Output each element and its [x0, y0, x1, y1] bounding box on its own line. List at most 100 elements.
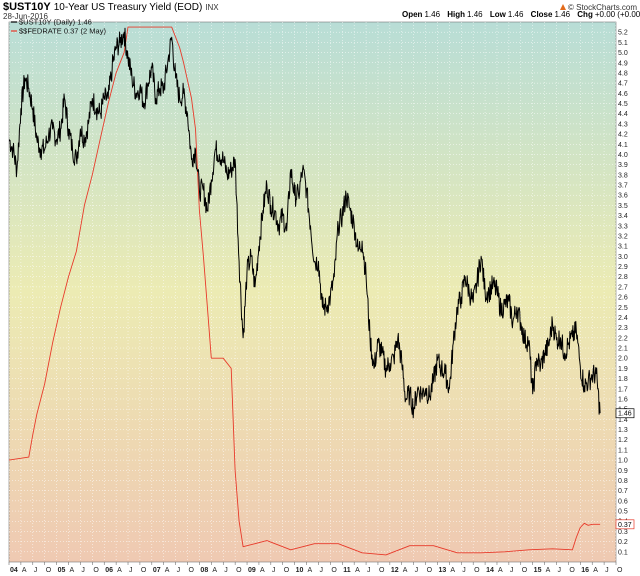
y-tick-label: 4.7: [618, 81, 628, 88]
y-tick-label: 3.0: [618, 254, 628, 261]
x-tick-label: 12: [391, 567, 399, 574]
y-tick-label: 1.2: [618, 437, 628, 444]
y-tick-label: 1.1: [618, 447, 628, 454]
x-tick-label: 13: [438, 567, 446, 574]
legend-item-fedrate: $$FEDRATE 0.37 (2 May): [19, 27, 106, 36]
last-value-tag: [615, 519, 635, 530]
y-tick-label: 3.5: [618, 203, 628, 210]
x-tick-label: 07: [153, 567, 161, 574]
y-tick-label: 4.2: [618, 132, 628, 139]
x-tick-label: O: [569, 567, 575, 574]
x-tick-label: A: [355, 567, 360, 574]
chart-title: $UST10Y 10-Year US Treasury Yield (EOD) IN…: [3, 1, 219, 13]
ust10y-series: [9, 27, 601, 419]
x-tick-label: A: [260, 567, 265, 574]
x-axis: 04 A J O 05 A J O 06 A J O 07 A J O 08 A J O 09 A J O 10 A J O 11 A J O…: [8, 562, 623, 574]
series-line: [9, 27, 601, 419]
plot-area: [8, 21, 617, 563]
chart-exchange: INX: [205, 3, 219, 12]
y-tick-label: 1.3: [618, 427, 628, 434]
last-value-label: 1.46: [618, 411, 632, 418]
y-tick-label: 4.9: [618, 60, 628, 67]
last-value-label: 0.37: [618, 522, 632, 529]
y-tick-label: 4.5: [618, 101, 628, 108]
x-tick-label: A: [117, 567, 122, 574]
x-tick-label: O: [93, 567, 99, 574]
x-tick-label: O: [189, 567, 195, 574]
y-tick-label: 4.1: [618, 142, 628, 149]
y-tick-label: 2.7: [618, 284, 628, 291]
y-tick-label: 2.9: [618, 264, 628, 271]
y-tick-label: 2.0: [618, 356, 628, 363]
x-tick-label: J: [510, 567, 513, 574]
x-tick-label: O: [331, 567, 337, 574]
x-tick-label: 14: [486, 567, 494, 574]
y-tick-label: 3.2: [618, 233, 628, 240]
x-tick-label: J: [462, 567, 466, 574]
y-tick-label: 1.6: [618, 396, 628, 403]
watermark: © StockCharts.com: [560, 3, 637, 12]
x-tick-label: 11: [343, 567, 351, 574]
y-tick-label: 4.0: [618, 152, 628, 159]
y-tick-label: 1.0: [618, 458, 628, 465]
x-tick-label: 10: [296, 567, 304, 574]
x-tick-label: 08: [200, 567, 208, 574]
y-tick-label: 5.0: [618, 50, 628, 57]
legend: $UST10Y (Daily) 1.46 $$FEDRATE 0.37 (2 M…: [11, 18, 106, 36]
y-axis: 0.10.20.30.40.50.60.70.80.91.01.11.21.31…: [618, 30, 628, 557]
y-tick-label: 0.1: [618, 549, 628, 556]
x-tick-label: A: [498, 567, 503, 574]
y-tick-label: 4.8: [618, 70, 628, 77]
chart-date: 28-Jun-2016: [3, 12, 48, 21]
last-value-tags: 1.46 0.37: [615, 408, 635, 530]
y-tick-label: 3.1: [618, 244, 628, 251]
y-tick-label: 2.3: [618, 325, 628, 332]
x-tick-label: A: [165, 567, 170, 574]
x-tick-label: J: [605, 567, 609, 574]
x-tick-label: J: [177, 567, 181, 574]
watermark-text: © StockCharts.com: [568, 3, 637, 12]
x-tick-label: A: [22, 567, 27, 574]
y-tick-label: 3.7: [618, 183, 628, 190]
y-tick-label: 1.7: [618, 386, 628, 393]
x-tick-label: 09: [248, 567, 256, 574]
y-tick-label: 0.9: [618, 468, 628, 475]
y-tick-label: 3.3: [618, 223, 628, 230]
x-tick-label: A: [403, 567, 408, 574]
y-tick-label: 2.2: [618, 335, 628, 342]
x-tick-label: 15: [534, 567, 542, 574]
y-tick-label: 0.3: [618, 529, 628, 536]
y-tick-label: 3.8: [618, 172, 628, 179]
x-tick-label: J: [319, 567, 323, 574]
y-tick-label: 2.1: [618, 346, 628, 353]
y-tick-label: 2.4: [618, 315, 628, 322]
y-tick-label: 1.8: [618, 376, 628, 383]
y-tick-label: 4.4: [618, 111, 628, 118]
arrow-up-icon: [560, 4, 566, 10]
fedrate-series: [9, 26, 601, 556]
series-line: [9, 26, 601, 556]
x-tick-label: O: [427, 567, 433, 574]
x-tick-label: J: [34, 567, 38, 574]
y-tick-label: 2.6: [618, 295, 628, 302]
x-tick-label: O: [379, 567, 385, 574]
x-tick-label: A: [308, 567, 313, 574]
y-tick-label: 0.6: [618, 498, 628, 505]
x-tick-label: O: [284, 567, 290, 574]
x-tick-label: A: [593, 567, 598, 574]
grid: [9, 22, 616, 562]
x-tick-label: A: [450, 567, 455, 574]
x-tick-label: J: [224, 567, 228, 574]
y-tick-label: 0.8: [618, 478, 628, 485]
chart-title-text: 10-Year US Treasury Yield (EOD): [54, 2, 203, 13]
x-tick-label: O: [522, 567, 528, 574]
quote-open: Open 1.46 High 1.46 Low 1.46 Close 1.46 Chg +…: [402, 10, 640, 19]
x-tick-label: A: [70, 567, 75, 574]
x-tick-label: J: [415, 567, 419, 574]
y-tick-label: 2.8: [618, 274, 628, 281]
y-tick-label: 2.5: [618, 305, 628, 312]
y-tick-label: 4.6: [618, 91, 628, 98]
x-tick-label: 16: [581, 567, 589, 574]
last-value-tag: [615, 408, 635, 419]
y-tick-label: 0.7: [618, 488, 628, 495]
